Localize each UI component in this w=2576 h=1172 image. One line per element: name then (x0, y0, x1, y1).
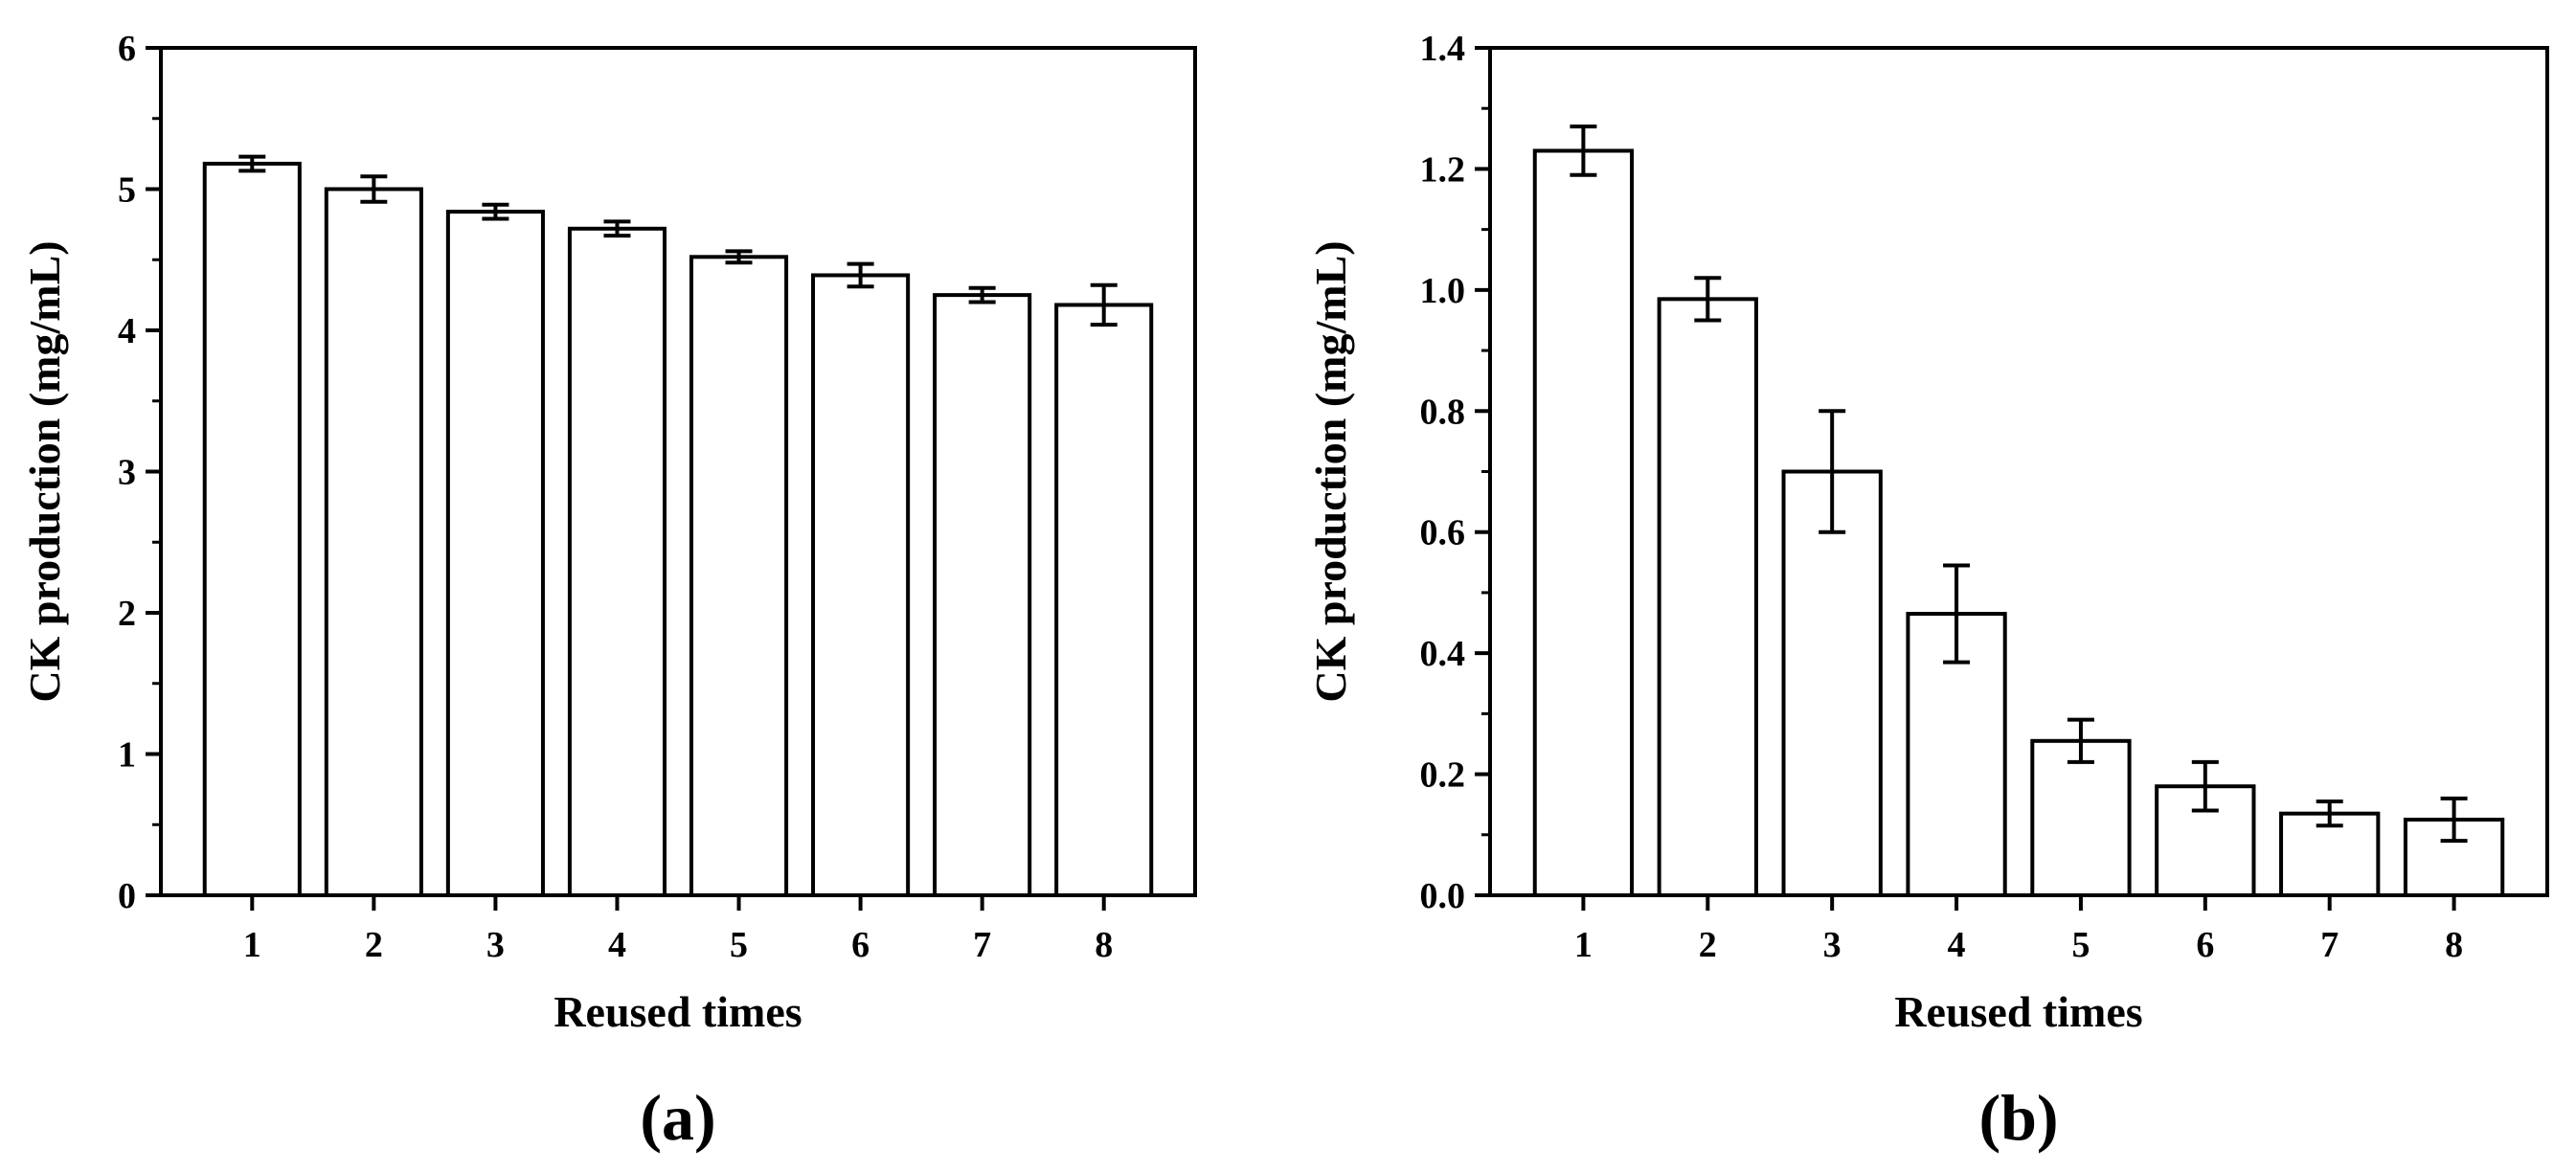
panel-b-errorbar-3 (1819, 409, 1846, 534)
panel-b-errorbar-8 (2440, 796, 2468, 844)
panel-a-y-tick-label: 6 (118, 29, 136, 69)
panel-a-plot-frame (159, 46, 1197, 897)
panel-a-errorbar-3 (482, 202, 509, 221)
panel-b-x-tick-label-3: 3 (1823, 925, 1842, 965)
panel-b-bar-1 (1532, 148, 1635, 897)
panel-b-y-tick-label: 0.4 (1420, 634, 1466, 674)
panel-b-y-tick-label: 1.2 (1420, 149, 1466, 190)
panel-b-errorbar-7 (2316, 800, 2343, 828)
panel-a-bar-1 (202, 161, 302, 897)
panel-b-errorbar-2 (1694, 276, 1722, 323)
panel-b-x-tick-label-7: 7 (2320, 925, 2339, 965)
panel-b-errorbar-4 (1943, 563, 1971, 665)
panel-a-x-tick-label-3: 3 (486, 925, 505, 965)
panel-b-chart: 0.0 0.2 0.4 0.6 0.8 1.0 1.2 1.4 1 2 3 4 5 6 7 8 Reused t… (1306, 29, 2549, 1154)
panel-a-errorbar-8 (1090, 282, 1118, 327)
panel-b-errorbar-5 (2067, 717, 2094, 764)
panel-a-y-axis-title: CK production (mg/mL) (20, 240, 69, 702)
panel-b-y-tick-label: 1.0 (1420, 271, 1466, 311)
panel-b-errorbar-1 (1570, 124, 1597, 177)
panel-a-errorbar-6 (847, 261, 874, 289)
panel-b-panel-label: (b) (1978, 1081, 2058, 1154)
panel-a-errorbar-4 (603, 219, 631, 238)
panel-a-errorbar-5 (725, 249, 753, 265)
panel-a-bar-2 (324, 187, 423, 897)
panel-b-bar-5 (2030, 738, 2132, 898)
panel-b-bar-3 (1781, 469, 1883, 897)
panel-a-x-tick-label-8: 8 (1095, 925, 1113, 965)
panel-b-y-tick-label: 0.8 (1420, 392, 1466, 432)
panel-b-y-tick-label: 0.2 (1420, 755, 1466, 796)
panel-a-bar-6 (811, 273, 911, 898)
panel-a-x-tick-label-1: 1 (243, 925, 261, 965)
panel-a-bar-7 (933, 293, 1032, 897)
panel-b-errorbar-6 (2191, 759, 2219, 813)
panel-a-y-tick-label: 4 (118, 311, 136, 351)
panel-a-errorbar-7 (968, 285, 996, 304)
panel-a-bar-8 (1054, 303, 1154, 897)
panel-a-bar-3 (445, 210, 545, 898)
panel-b-y-axis-title: CK production (mg/mL) (1306, 240, 1355, 702)
panel-b-x-tick-label-8: 8 (2445, 925, 2463, 965)
panel-a-x-tick-label-7: 7 (973, 925, 991, 965)
panel-b-y-tick-label: 1.4 (1420, 29, 1466, 69)
panel-b-bar-2 (1657, 297, 1758, 897)
panel-a-x-tick-label-4: 4 (608, 925, 626, 965)
panel-b-y-tick-label: 0.6 (1420, 513, 1466, 553)
panel-b-x-tick-label-5: 5 (2071, 925, 2090, 965)
panel-a-x-tick-label-6: 6 (851, 925, 870, 965)
panel-a-y-tick-label: 2 (118, 594, 136, 634)
panel-a-chart: 0 1 2 3 4 5 6 1 2 3 4 5 6 7 8 Reused times CK production… (20, 29, 1197, 1154)
panel-a-y-tick-label: 1 (118, 735, 136, 776)
panel-a-panel-label: (a) (640, 1081, 715, 1154)
panel-a-bar-5 (689, 255, 789, 897)
panel-a-x-tick-label-2: 2 (365, 925, 383, 965)
panel-b-plot-frame (1488, 46, 2549, 897)
panel-a-errorbar-2 (360, 174, 388, 204)
panel-b-y-tick-label: 0.0 (1420, 876, 1466, 916)
panel-a-errorbar-1 (238, 154, 266, 173)
panel-a-x-axis-title: Reused times (554, 987, 802, 1036)
panel-a-y-tick-label: 3 (118, 453, 136, 493)
panel-b-x-axis-title: Reused times (1894, 987, 2142, 1036)
panel-a-x-tick-label-5: 5 (730, 925, 748, 965)
panel-a-y-tick-label: 0 (118, 876, 136, 916)
panel-b-x-tick-label-4: 4 (1948, 925, 1966, 965)
panel-a-bar-4 (567, 226, 667, 898)
panel-b-x-tick-label-6: 6 (2196, 925, 2214, 965)
panel-a-y-tick-label: 5 (118, 170, 136, 211)
panel-b-x-tick-label-1: 1 (1574, 925, 1593, 965)
panel-b-x-tick-label-2: 2 (1699, 925, 1717, 965)
